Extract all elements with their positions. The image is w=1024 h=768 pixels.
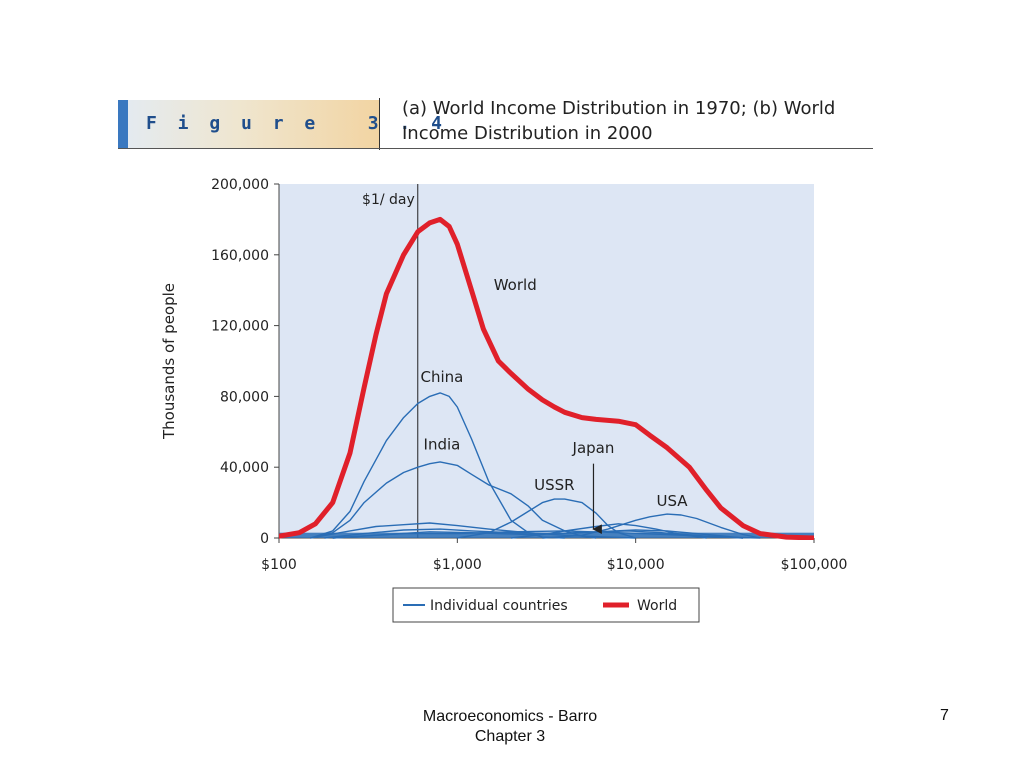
y-tick-label: 120,000 — [211, 319, 269, 335]
y-tick-label: 0 — [260, 531, 269, 547]
y-tick-label: 200,000 — [211, 177, 269, 193]
page-number: 7 — [940, 707, 949, 724]
annotation-ussr: USSR — [534, 476, 574, 494]
annotation-usa: USA — [657, 492, 689, 510]
series-india — [310, 461, 597, 539]
y-tick-label: 160,000 — [211, 248, 269, 264]
figure-label: F i g u r e 3 . 4 — [146, 113, 447, 134]
figure-title-line-2: Income Distribution in 2000 — [402, 123, 653, 144]
x-tick-label: $100 — [261, 557, 297, 573]
legend-label-world: World — [637, 598, 677, 614]
income-distribution-chart: 0 40,000 80,000 120,000 160,000 200,000 $100 $1… — [160, 177, 848, 623]
y-tick-label: 80,000 — [220, 389, 269, 405]
footer-line-2: Chapter 3 — [474, 728, 546, 745]
x-tick-label: $1,000 — [433, 557, 482, 573]
y-axis-label: Thousands of people — [160, 283, 178, 440]
figure-title-line-1: (a) World Income Distribution in 1970; (… — [402, 98, 836, 119]
one-dollar-label: $1/ day — [362, 192, 415, 208]
annotation-china: China — [421, 368, 464, 386]
x-tick-label: $10,000 — [607, 557, 665, 573]
small-countries-band — [279, 532, 814, 538]
y-tick-label: 40,000 — [220, 460, 269, 476]
legend-label-countries: Individual countries — [430, 598, 568, 614]
series-ussr — [457, 498, 636, 539]
figure-banner-stripe — [118, 100, 128, 148]
figure-divider — [379, 98, 380, 150]
series-group — [279, 216, 814, 540]
annotation-india: India — [424, 436, 461, 454]
legend-box — [392, 587, 700, 623]
series-china — [310, 392, 565, 539]
figure-banner — [118, 100, 380, 148]
footer-line-1: Macroeconomics - Barro — [422, 708, 598, 725]
x-tick-label: $100,000 — [781, 557, 848, 573]
figure-rule — [118, 148, 873, 149]
annotation-japan: Japan — [572, 439, 615, 457]
annotation-world: World — [494, 276, 537, 294]
figure-title: (a) World Income Distribution in 1970; (… — [402, 96, 872, 146]
series-world — [279, 216, 814, 540]
footer: Macroeconomics - Barro Chapter 3 — [380, 707, 640, 747]
